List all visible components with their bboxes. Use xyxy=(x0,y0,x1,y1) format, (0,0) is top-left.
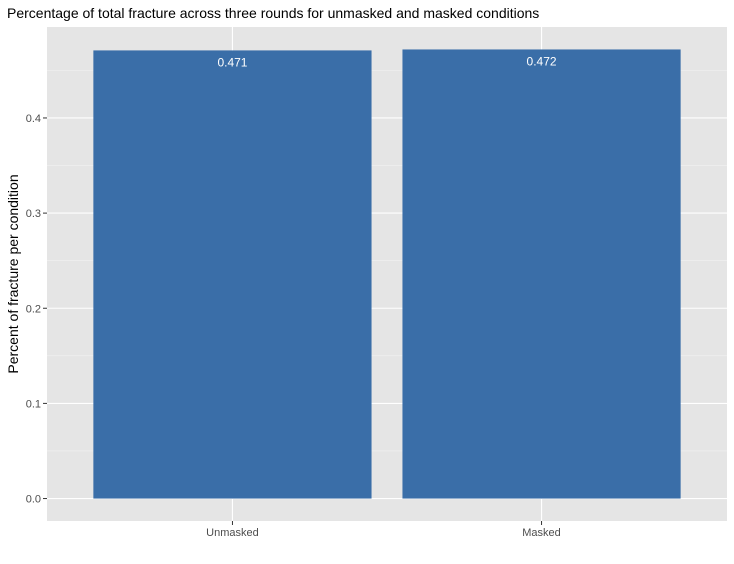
y-tick-label: 0.2 xyxy=(26,303,41,315)
data-labels: 0.471 0.472 xyxy=(217,54,556,69)
y-tick-label: 0.3 xyxy=(26,208,41,220)
bar xyxy=(402,49,681,499)
x-tick-label: Unmasked xyxy=(206,527,259,539)
chart-title: Percentage of total fracture across thre… xyxy=(7,5,540,21)
y-tick-label: 0.4 xyxy=(26,113,41,125)
y-tick-label: 0.0 xyxy=(26,494,41,506)
bars xyxy=(93,49,681,499)
data-label: 0.471 xyxy=(217,55,247,69)
axes: 0.0 0.1 0.2 0.3 0.4 Unmasked Masked xyxy=(26,113,561,539)
y-axis-title: Percent of fracture per condition xyxy=(5,174,21,373)
data-label: 0.472 xyxy=(527,54,557,68)
y-tick-label: 0.1 xyxy=(26,398,41,410)
bar xyxy=(93,50,372,499)
x-tick-label: Masked xyxy=(522,527,561,539)
